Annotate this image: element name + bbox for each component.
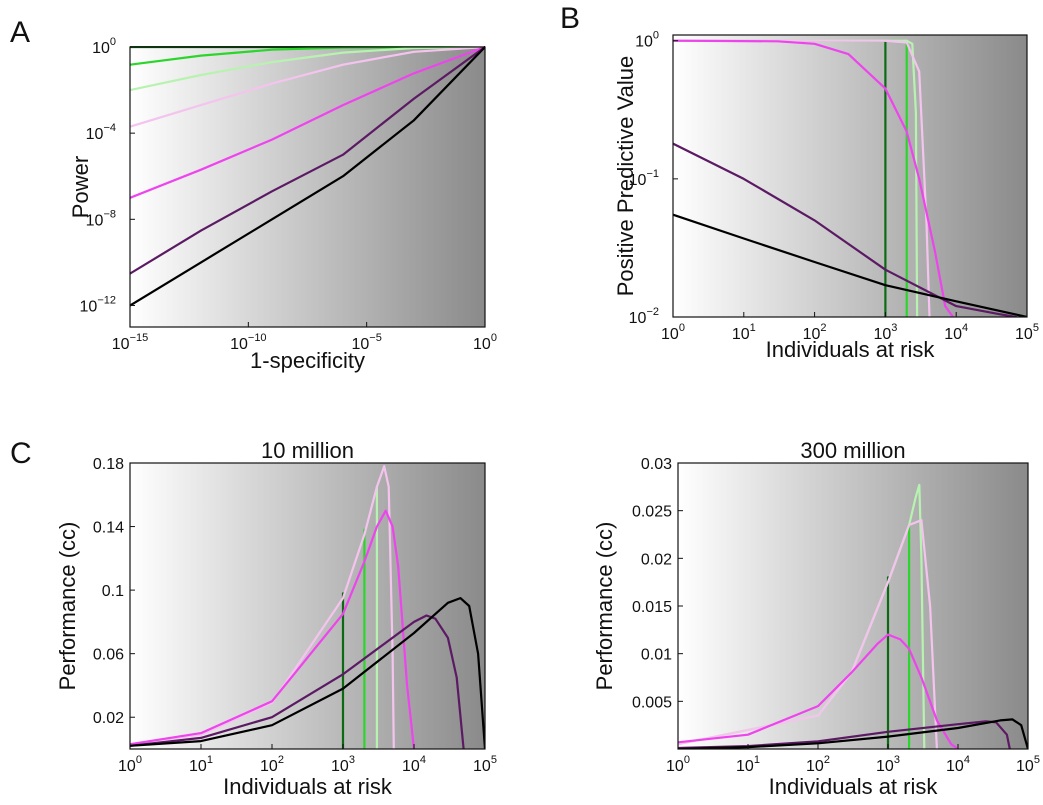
- series-line-light_pink: [673, 39, 931, 317]
- series-line-light_pink: [130, 46, 485, 128]
- y-tick-label: 10−4: [86, 122, 116, 143]
- x-axis-title: Individuals at risk: [223, 774, 393, 799]
- series-line-purple: [673, 142, 1018, 317]
- x-tick-label: 101: [736, 754, 760, 775]
- plot-background: [673, 35, 1027, 317]
- y-tick-label: 0.06: [93, 647, 124, 664]
- series-line-purple: [130, 46, 485, 275]
- y-tick-label: 0.03: [641, 456, 672, 473]
- series-group: [130, 46, 485, 307]
- y-tick-label: 0.025: [632, 504, 672, 521]
- chart-panel-3: C 10 million 100 101 102 103 104 105 0.02 0.06 0.1…: [10, 437, 497, 799]
- series-line-black: [673, 213, 1027, 317]
- series-line-light_green: [130, 46, 485, 92]
- x-tick-label: 100: [118, 754, 142, 775]
- x-tick-label: 10−10: [230, 332, 266, 353]
- plot-frame: [672, 34, 1028, 318]
- panel-letter: B: [560, 2, 580, 35]
- series-group: [130, 465, 485, 749]
- y-tick-label: 0.14: [93, 520, 124, 537]
- x-tick-label: 100: [666, 754, 690, 775]
- x-tick-label: 102: [803, 322, 827, 343]
- series-line-magenta: [130, 46, 485, 199]
- panel-letter: C: [10, 437, 32, 470]
- y-tick-label: 0.1: [102, 583, 124, 600]
- series-line-purple: [130, 614, 465, 749]
- y-tick-label: 100: [92, 36, 116, 57]
- series-line-magenta: [678, 633, 960, 749]
- chart-panel-1: A 10−15 10−10 10−5 100 10−12 10−8 10−4 100 1-spec…: [10, 16, 497, 373]
- series-line-black: [130, 596, 485, 749]
- series-line-magenta: [130, 509, 416, 749]
- plot-frame: [129, 462, 486, 750]
- plot-background: [130, 47, 485, 327]
- y-tick-label: 0.01: [641, 647, 672, 664]
- x-tick-label: 104: [402, 754, 426, 775]
- x-tick-label: 10−5: [351, 332, 381, 353]
- x-axis-title: 1-specificity: [250, 348, 365, 373]
- x-tick-label: 103: [873, 322, 897, 343]
- x-tick-label: 100: [661, 322, 685, 343]
- series-line-magenta: [673, 39, 955, 317]
- x-tick-label: 105: [1016, 754, 1040, 775]
- y-tick-label: 100: [635, 30, 659, 51]
- x-tick-label: 104: [946, 754, 970, 775]
- x-tick-label: 105: [1015, 322, 1039, 343]
- y-axis-title: Performance (cc): [55, 522, 80, 691]
- plot-frame: [129, 46, 486, 328]
- x-tick-label: 102: [806, 754, 830, 775]
- chart-panel-2: B 100 101 102 103 104 105 10−2 10−1 100 Individual…: [560, 2, 1039, 362]
- chart-title: 10 million: [261, 438, 354, 463]
- y-tick-label: 0.02: [93, 710, 124, 727]
- plot-background: [678, 463, 1028, 749]
- y-axis-title: Power: [68, 156, 93, 218]
- y-tick-label: 10−1: [629, 168, 659, 189]
- y-tick-label: 0.18: [93, 456, 124, 473]
- x-tick-label: 103: [331, 754, 355, 775]
- series-line-black: [130, 46, 485, 307]
- series-line-light_pink: [678, 519, 939, 749]
- x-tick-label: 102: [260, 754, 284, 775]
- series-group: [678, 483, 1028, 749]
- x-tick-label: 100: [473, 332, 497, 353]
- y-tick-label: 0.005: [632, 694, 672, 711]
- x-axis-title: Individuals at risk: [769, 774, 939, 799]
- x-tick-label: 103: [876, 754, 900, 775]
- series-group: [673, 39, 1027, 317]
- y-tick-label: 10−12: [80, 294, 116, 315]
- y-axis-title: Performance (cc): [592, 522, 617, 691]
- x-tick-label: 104: [944, 322, 968, 343]
- x-tick-label: 10−15: [112, 332, 148, 353]
- y-tick-label: 0.02: [641, 551, 672, 568]
- panel-letter: A: [10, 16, 30, 49]
- y-tick-label: 10−2: [629, 306, 659, 327]
- y-tick-label: 0.015: [632, 599, 672, 616]
- series-line-black: [678, 718, 1028, 749]
- y-axis-title: Positive Predictive Value: [613, 56, 638, 297]
- x-axis-title: Individuals at risk: [766, 337, 936, 362]
- x-tick-label: 101: [189, 754, 213, 775]
- series-line-purple: [678, 720, 1011, 749]
- x-tick-label: 105: [473, 754, 497, 775]
- series-line-light_pink: [130, 465, 395, 749]
- chart-panel-4: 300 million 100 101 102 103 104 105 0.005 0.01 0.…: [592, 438, 1040, 799]
- chart-title: 300 million: [800, 438, 905, 463]
- x-tick-label: 101: [732, 322, 756, 343]
- plot-background: [130, 463, 485, 749]
- y-tick-label: 10−8: [86, 208, 116, 229]
